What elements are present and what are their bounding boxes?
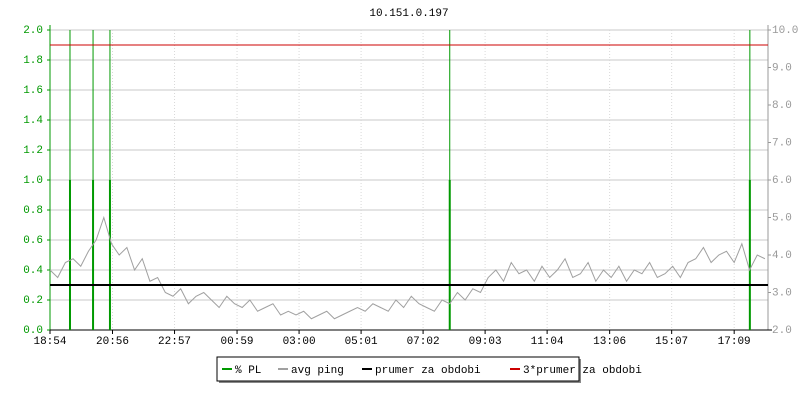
loss-spike bbox=[108, 180, 111, 330]
y2-tick-label: 6.0 bbox=[772, 175, 792, 187]
legend-label: avg ping bbox=[291, 365, 344, 377]
y2-tick-label: 2.0 bbox=[772, 325, 792, 337]
x-tick-label: 15:07 bbox=[655, 336, 688, 348]
x-tick-label: 09:03 bbox=[469, 336, 502, 348]
y-tick-label: 1.0 bbox=[23, 175, 43, 187]
y-tick-label: 1.6 bbox=[23, 85, 43, 97]
y-tick-label: 0.0 bbox=[23, 325, 43, 337]
x-tick-label: 17:09 bbox=[718, 336, 751, 348]
y-tick-label: 0.8 bbox=[23, 205, 43, 217]
x-tick-label: 20:56 bbox=[96, 336, 129, 348]
y-tick-label: 1.8 bbox=[23, 55, 43, 67]
x-tick-label: 18:54 bbox=[33, 336, 66, 348]
y2-tick-label: 9.0 bbox=[772, 62, 792, 74]
loss-spike bbox=[68, 180, 71, 330]
y2-tick-label: 5.0 bbox=[772, 212, 792, 224]
x-tick-label: 13:06 bbox=[593, 336, 626, 348]
ping-line bbox=[49, 215, 766, 320]
legend-label: 3*prumer za obdobi bbox=[523, 365, 642, 377]
y-tick-label: 2.0 bbox=[23, 25, 43, 37]
y2-tick-label: 8.0 bbox=[772, 100, 792, 112]
y-tick-label: 1.4 bbox=[23, 115, 43, 127]
loss-spike bbox=[448, 180, 451, 330]
loss-spike bbox=[92, 180, 95, 330]
x-tick-label: 07:02 bbox=[407, 336, 440, 348]
legend-label: prumer za obdobi bbox=[375, 365, 481, 377]
chart-title: 10.151.0.197 bbox=[369, 8, 448, 20]
y-tick-label: 1.2 bbox=[23, 145, 43, 157]
x-tick-label: 03:00 bbox=[283, 336, 316, 348]
y-tick-label: 0.2 bbox=[23, 295, 43, 307]
loss-spike bbox=[748, 180, 751, 330]
y2-tick-label: 3.0 bbox=[772, 287, 792, 299]
x-tick-label: 11:04 bbox=[531, 336, 564, 348]
x-tick-label: 05:01 bbox=[345, 336, 378, 348]
x-tick-label: 00:59 bbox=[221, 336, 254, 348]
x-tick-label: 22:57 bbox=[158, 336, 191, 348]
y2-tick-label: 4.0 bbox=[772, 250, 792, 262]
y2-tick-label: 7.0 bbox=[772, 137, 792, 149]
y-tick-label: 0.6 bbox=[23, 235, 43, 247]
y2-tick-label: 10.0 bbox=[772, 25, 798, 37]
legend-label: % PL bbox=[235, 365, 261, 377]
y-tick-label: 0.4 bbox=[23, 265, 43, 277]
